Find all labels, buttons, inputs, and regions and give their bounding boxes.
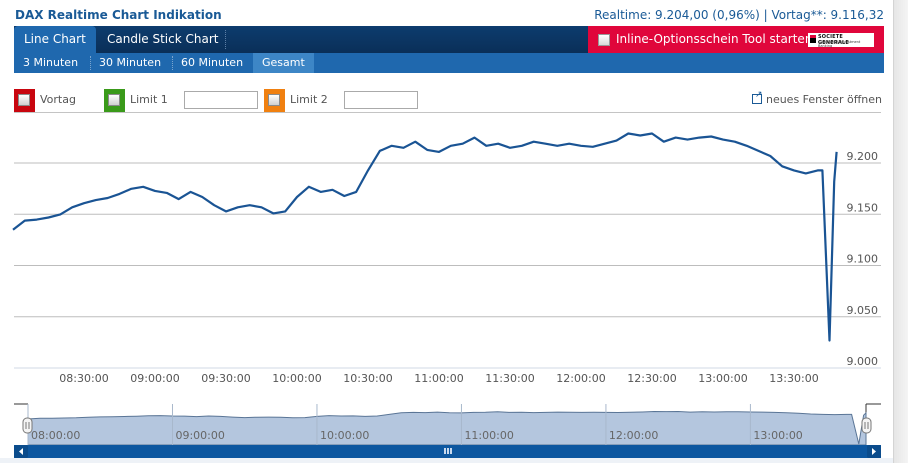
interval-separator xyxy=(172,56,173,70)
y-tick-label: 9.100 xyxy=(847,253,879,266)
x-tick-label: 11:30:00 xyxy=(485,372,534,385)
limit2-input[interactable] xyxy=(344,91,418,109)
x-tick-label: 11:00:00 xyxy=(414,372,463,385)
arrow-left-icon xyxy=(19,448,23,455)
logo-subtext: Corporate & Investment Banking xyxy=(818,40,861,48)
page-edge xyxy=(893,0,908,463)
price-line xyxy=(12,132,838,342)
bottom-strip xyxy=(0,458,893,463)
interval-60-minuten[interactable]: 60 Minuten xyxy=(181,56,244,69)
page-title: DAX Realtime Chart Indikation xyxy=(15,8,222,22)
limit2-checkbox[interactable] xyxy=(268,94,280,106)
toolbar-divider xyxy=(14,112,881,113)
logo-red-mark xyxy=(810,35,816,38)
x-axis-labels: 08:30:00 09:00:00 09:30:00 10:00:00 10:30:00… xyxy=(59,372,818,385)
x-tick-label: 12:30:00 xyxy=(627,372,676,385)
y-tick-label: 9.150 xyxy=(847,201,879,214)
navigator-tick-label: 08:00:00 xyxy=(31,429,80,442)
vortag-label: Vortag xyxy=(40,93,76,106)
y-tick-label: 9.200 xyxy=(847,150,879,163)
limit1-label: Limit 1 xyxy=(130,93,168,106)
scroll-grip-icon xyxy=(450,448,452,454)
interval-3-minuten[interactable]: 3 Minuten xyxy=(23,56,79,69)
promo-label: Inline-Optionsschein Tool starten xyxy=(616,32,813,46)
societe-generale-logo: SOCIETE GENERALE Corporate & Investment … xyxy=(808,33,874,48)
external-link-icon xyxy=(751,90,763,104)
x-tick-label: 13:00:00 xyxy=(698,372,747,385)
x-tick-label: 10:00:00 xyxy=(272,372,321,385)
x-tick-label: 09:00:00 xyxy=(130,372,179,385)
navigator-tick-label: 09:00:00 xyxy=(175,429,224,442)
inline-optionsschein-promo[interactable]: Inline-Optionsschein Tool starten SOCIET… xyxy=(588,26,884,53)
limit1-input[interactable] xyxy=(184,91,258,109)
navigator-tick-label: 10:00:00 xyxy=(320,429,369,442)
limit2-label: Limit 2 xyxy=(290,93,328,106)
navigator-tick-label: 11:00:00 xyxy=(464,429,513,442)
y-tick-label: 9.000 xyxy=(847,355,879,368)
nav-right-handle[interactable] xyxy=(861,417,872,434)
realtime-quote: Realtime: 9.204,00 (0,96%) | Vortag**: 9… xyxy=(594,8,884,22)
new-window-label: neues Fenster öffnen xyxy=(765,93,882,106)
y-gridlines xyxy=(14,162,881,318)
x-tick-label: 08:30:00 xyxy=(59,372,108,385)
interval-30-minuten[interactable]: 30 Minuten xyxy=(99,56,162,69)
navigator-tick-label: 13:00:00 xyxy=(753,429,802,442)
vortag-checkbox[interactable] xyxy=(18,94,30,106)
promo-checkbox[interactable] xyxy=(598,34,610,46)
scroll-grip-icon xyxy=(444,448,446,454)
x-tick-label: 10:30:00 xyxy=(343,372,392,385)
y-tick-label: 9.050 xyxy=(847,304,879,317)
new-window-link[interactable]: neues Fenster öffnen xyxy=(751,90,882,106)
navigator-time-labels: 08:00:00 09:00:00 10:00:00 11:00:00 12:00:00… xyxy=(27,404,803,445)
logo-black-mark xyxy=(810,38,816,43)
navigator[interactable]: 08:00:00 09:00:00 10:00:00 11:00:00 12:00:00… xyxy=(14,403,881,446)
chart-type-tabs: Line Chart Candle Stick Chart Inline-Opt… xyxy=(14,26,884,53)
arrow-right-icon xyxy=(872,448,876,455)
interval-tabs: 3 Minuten 30 Minuten 60 Minuten Gesamt xyxy=(14,53,884,73)
x-tick-label: 09:30:00 xyxy=(201,372,250,385)
y-axis-labels: 9.000 9.050 9.100 9.150 9.200 xyxy=(847,150,879,368)
nav-left-handle[interactable] xyxy=(22,417,33,434)
x-tick-label: 12:00:00 xyxy=(556,372,605,385)
interval-separator xyxy=(90,56,91,70)
tab-separator xyxy=(225,30,226,49)
navigator-tick-label: 12:00:00 xyxy=(609,429,658,442)
interval-gesamt[interactable]: Gesamt xyxy=(253,53,314,73)
scroll-grip-icon xyxy=(447,448,449,454)
tab-candle-stick-chart[interactable]: Candle Stick Chart xyxy=(107,32,219,46)
navigator-area xyxy=(27,410,867,446)
tab-line-chart[interactable]: Line Chart xyxy=(14,26,96,53)
limit1-checkbox[interactable] xyxy=(108,94,120,106)
scrollbar[interactable] xyxy=(0,445,893,463)
x-tick-label: 13:30:00 xyxy=(769,372,818,385)
logo-text: SOCIETE GENERALE xyxy=(818,34,850,46)
